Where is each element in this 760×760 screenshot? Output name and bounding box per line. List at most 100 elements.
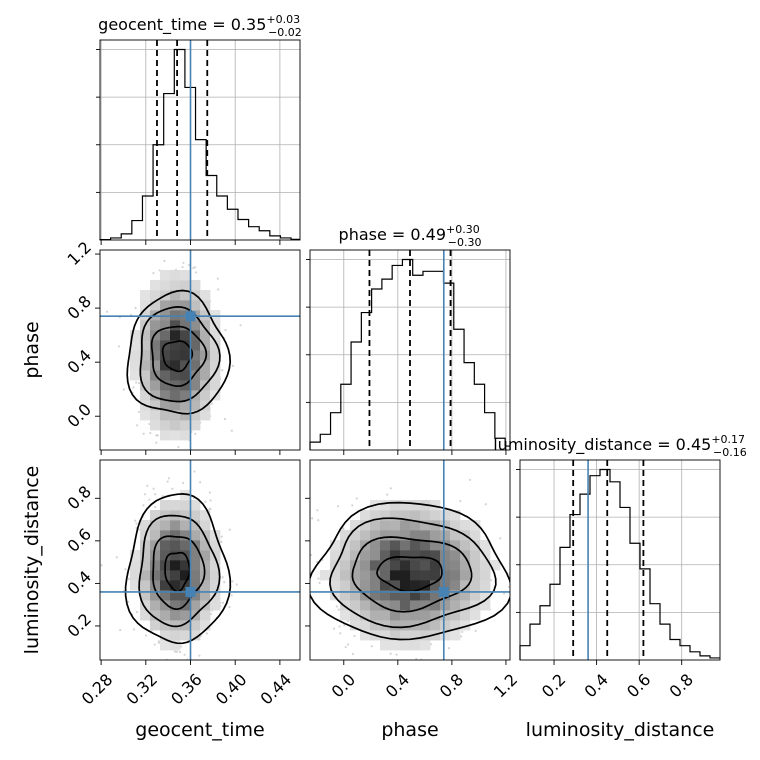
sample-point <box>157 640 160 643</box>
sample-point <box>135 381 138 384</box>
title-plus-geocent_time: +0.03 <box>266 13 300 26</box>
density-cell <box>180 430 191 441</box>
density-cell <box>200 340 211 351</box>
density-cell <box>190 620 201 631</box>
sample-point <box>127 600 130 604</box>
sample-point <box>389 487 392 490</box>
sample-point <box>153 643 156 646</box>
frame-phase <box>309 249 511 451</box>
sample-point <box>216 277 219 280</box>
sample-point <box>177 445 180 449</box>
sample-point <box>130 450 132 452</box>
density-cell <box>160 320 171 331</box>
sample-point <box>194 266 197 269</box>
density-cell <box>150 550 161 561</box>
density-cell <box>150 390 161 401</box>
density-cell <box>480 590 491 601</box>
xtick-label-phase-3: 1.2 <box>490 670 521 701</box>
truth-point-2 <box>438 586 449 597</box>
sample-point <box>228 528 231 531</box>
joint-panel-phase-luminosity_distance <box>303 459 511 661</box>
title-prefix-luminosity_distance: luminosity_distance = 0.45 <box>493 435 711 455</box>
density-cell <box>170 370 181 381</box>
sample-point <box>209 499 212 502</box>
ytick-label-phase-3: 1.2 <box>64 238 95 269</box>
sample-point <box>209 507 212 510</box>
sample-point <box>228 605 231 609</box>
density-cell <box>350 570 361 581</box>
sample-point <box>231 580 234 583</box>
sample-point <box>178 650 182 654</box>
density-cell <box>390 590 401 601</box>
density-cell <box>210 540 221 551</box>
sample-point <box>148 498 151 501</box>
density-cell <box>340 550 351 561</box>
density-cell <box>360 620 371 631</box>
density-cell <box>380 530 391 541</box>
density-cell <box>360 560 371 571</box>
density-cell <box>350 550 361 561</box>
ytick-label-phase-1: 0.4 <box>64 346 95 377</box>
density-cell <box>350 620 361 631</box>
sample-point <box>100 564 103 567</box>
density-cell <box>350 530 361 541</box>
sample-point <box>127 577 131 580</box>
sample-point <box>135 522 138 525</box>
density-cell <box>420 590 431 601</box>
sample-point <box>198 654 201 657</box>
contour-0-0 <box>161 340 194 373</box>
density-cell <box>150 420 161 431</box>
density-cell <box>190 570 201 581</box>
density-cell <box>400 550 411 561</box>
density-cell <box>420 530 431 541</box>
contour-2-1 <box>351 536 473 613</box>
sample-point <box>208 491 211 494</box>
density-cell <box>490 560 501 571</box>
density-cell <box>210 570 221 581</box>
sample-point <box>346 643 350 646</box>
density-cell <box>390 580 401 591</box>
sample-point <box>353 634 356 638</box>
density-cell <box>160 520 171 531</box>
density-cell <box>170 330 181 341</box>
density-cell <box>140 340 151 351</box>
density-cell <box>170 640 181 651</box>
density-cell <box>420 620 431 631</box>
sample-point <box>181 265 184 269</box>
density-cell <box>140 310 151 321</box>
marginal-panel-geocent_time: geocent_time = 0.35+0.03 −0.02 <box>96 13 302 241</box>
sample-point <box>303 617 305 619</box>
density-cell <box>140 520 151 531</box>
sample-point <box>316 509 319 512</box>
sample-point <box>209 612 213 616</box>
sample-point <box>460 635 463 638</box>
density-cell <box>140 560 151 571</box>
density-cell <box>420 550 431 561</box>
density-cell <box>200 370 211 381</box>
density-cell <box>430 540 441 551</box>
density-cell <box>410 590 421 601</box>
marginal-panel-phase: phase = 0.49+0.30 −0.30 <box>306 223 511 451</box>
density-cell <box>200 510 211 521</box>
density-cell <box>450 580 461 591</box>
density-cell <box>430 620 441 631</box>
sample-point <box>311 517 314 520</box>
sample-point <box>163 259 166 262</box>
contour-2-0 <box>376 556 443 593</box>
density-cell <box>420 570 431 581</box>
density-cell <box>200 610 211 621</box>
density-cell <box>460 520 471 531</box>
density-cell <box>190 370 201 381</box>
frame-geocent_time <box>99 39 301 241</box>
histogram-geocent_time <box>99 48 300 241</box>
density-cell <box>400 510 411 521</box>
density-cell <box>180 540 191 551</box>
density-cell <box>160 380 171 391</box>
density-cell <box>370 540 381 551</box>
density-cell <box>150 280 161 291</box>
density-cell <box>150 300 161 311</box>
sample-point <box>386 493 389 496</box>
density-cell <box>170 310 181 321</box>
sample-point <box>231 364 235 367</box>
density-cell <box>140 570 151 581</box>
